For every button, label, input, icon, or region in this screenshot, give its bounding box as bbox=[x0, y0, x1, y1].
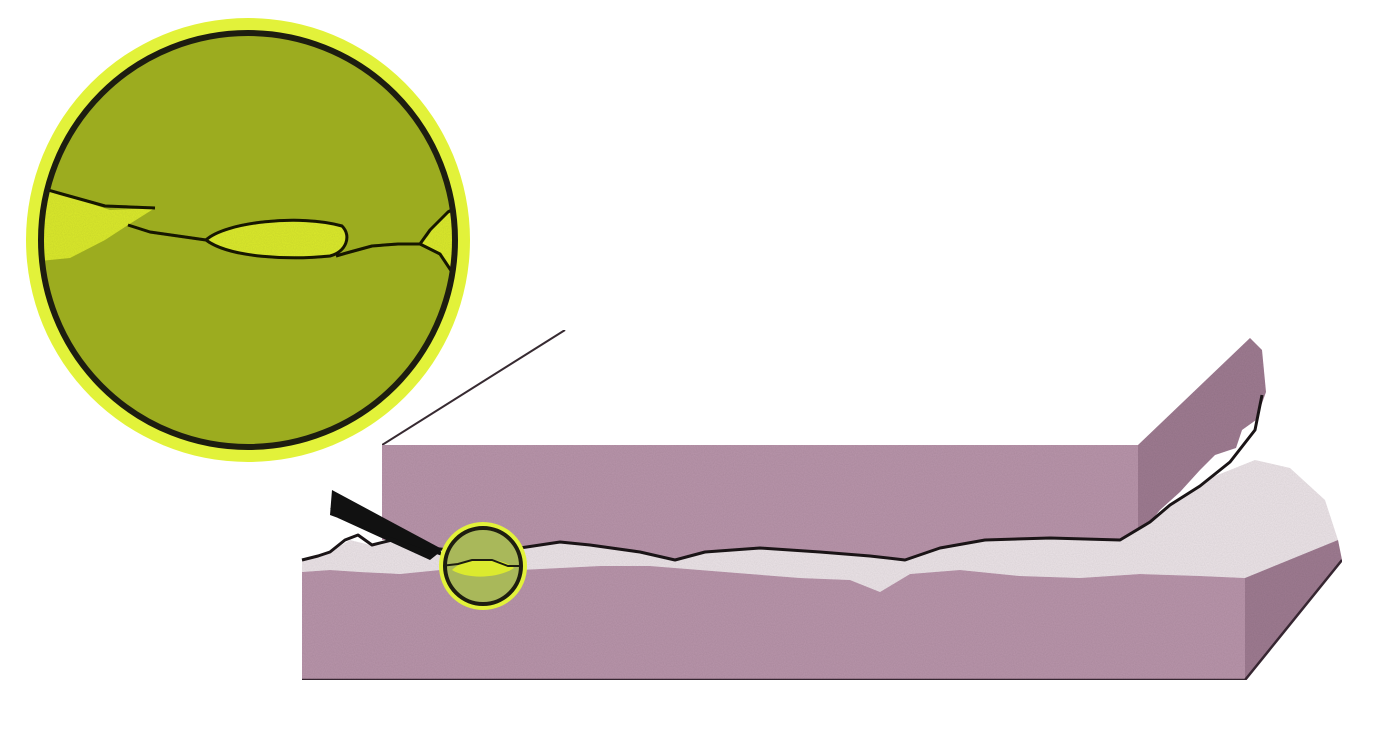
small-lens-border bbox=[443, 526, 523, 606]
lower-slab-side-face bbox=[1245, 540, 1342, 680]
small-lens bbox=[439, 522, 527, 610]
inset-central-void bbox=[206, 220, 347, 258]
inset-crack-line bbox=[41, 180, 455, 291]
pointer-arrow-tip bbox=[330, 490, 442, 556]
lower-slab-front-face bbox=[302, 566, 1245, 680]
inset-right-gap bbox=[420, 200, 455, 290]
upper-slab-side-face bbox=[1138, 338, 1266, 535]
fracture-line bbox=[301, 394, 1264, 562]
inset-border bbox=[38, 30, 458, 450]
upper-slab-top-edge bbox=[381, 329, 566, 446]
small-lens-crack bbox=[445, 559, 521, 567]
small-lens-void bbox=[452, 559, 514, 577]
magnified-inset bbox=[26, 18, 470, 462]
upper-slab bbox=[381, 329, 1266, 560]
inset-left-gap bbox=[41, 180, 155, 262]
lower-slab bbox=[302, 460, 1343, 682]
fracture-surface bbox=[302, 460, 1338, 592]
lower-slab-bottom-edge bbox=[302, 559, 1343, 682]
upper-slab-front-face bbox=[382, 445, 1138, 560]
